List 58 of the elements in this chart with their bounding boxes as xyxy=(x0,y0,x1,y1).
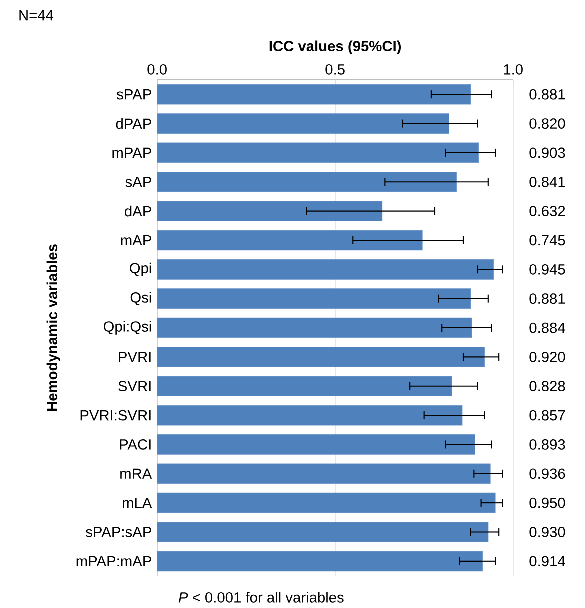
bar xyxy=(157,114,450,134)
bar xyxy=(157,376,452,397)
data-label: 0.828 xyxy=(530,381,566,392)
y-tick-label: Qsi xyxy=(130,292,152,306)
y-tick-label: dPAP xyxy=(116,118,152,130)
y-tick-label: PVRI:SVRI xyxy=(80,410,151,421)
bar xyxy=(157,551,483,572)
bar xyxy=(157,464,491,484)
bar xyxy=(157,522,489,542)
x-tick-label: 1.0 xyxy=(504,64,523,75)
bar xyxy=(157,288,472,310)
bar xyxy=(157,318,472,338)
data-label: 0.903 xyxy=(530,148,566,158)
data-label: 0.920 xyxy=(530,352,566,362)
y-tick-label: mPAP xyxy=(112,148,152,158)
bar xyxy=(157,346,486,368)
data-label: 0.893 xyxy=(530,440,566,450)
y-tick-label: sPAP:sAP xyxy=(86,527,152,538)
data-label: 0.930 xyxy=(530,527,566,538)
bar xyxy=(157,230,423,251)
bar xyxy=(157,405,463,426)
bar xyxy=(157,172,457,192)
text: N=44 xyxy=(20,10,54,21)
data-label: 0.881 xyxy=(530,89,566,100)
y-tick-label: PACI xyxy=(120,440,151,450)
y-tick-label: mRA xyxy=(120,468,152,479)
y-tick-label: PVRI xyxy=(119,352,151,362)
y-tick-label: sAP xyxy=(126,177,152,188)
data-label: 0.841 xyxy=(530,176,566,188)
y-tick-label: sPAP xyxy=(117,89,152,100)
y-tick-label: dAP xyxy=(125,206,152,217)
y-tick-label: SVRI xyxy=(118,381,151,392)
data-label: 0.632 xyxy=(530,206,566,216)
data-label: 0.881 xyxy=(530,294,566,304)
y-tick-label: Qpi:Qsi xyxy=(104,321,152,335)
data-label: 0.950 xyxy=(530,498,566,508)
data-label: 0.936 xyxy=(530,468,566,480)
y-tick-label: mAP xyxy=(121,235,152,246)
data-label: 0.857 xyxy=(530,410,566,421)
data-label: 0.745 xyxy=(530,235,566,246)
x-tick-label: 0.0 xyxy=(148,64,167,75)
data-label: 0.945 xyxy=(530,264,566,275)
data-label: 0.914 xyxy=(530,556,566,567)
text: P < 0.001 for all variables xyxy=(178,592,344,603)
bar xyxy=(157,142,480,164)
y-axis-title: Hemodynamic variables xyxy=(46,244,60,411)
bar xyxy=(157,84,472,105)
y-tick-label: mLA xyxy=(123,498,152,508)
data-label: 0.820 xyxy=(530,118,566,129)
y-tick-label: Qpi xyxy=(130,262,152,276)
bar xyxy=(157,201,383,222)
y-tick-label: mPAP:mAP xyxy=(76,556,152,566)
bar xyxy=(157,259,494,280)
bar xyxy=(157,492,496,514)
x-axis-title: ICC values (95%CI) xyxy=(270,40,402,54)
data-label: 0.884 xyxy=(530,322,566,334)
x-tick-label: 0.5 xyxy=(326,64,345,75)
bar xyxy=(157,434,476,455)
